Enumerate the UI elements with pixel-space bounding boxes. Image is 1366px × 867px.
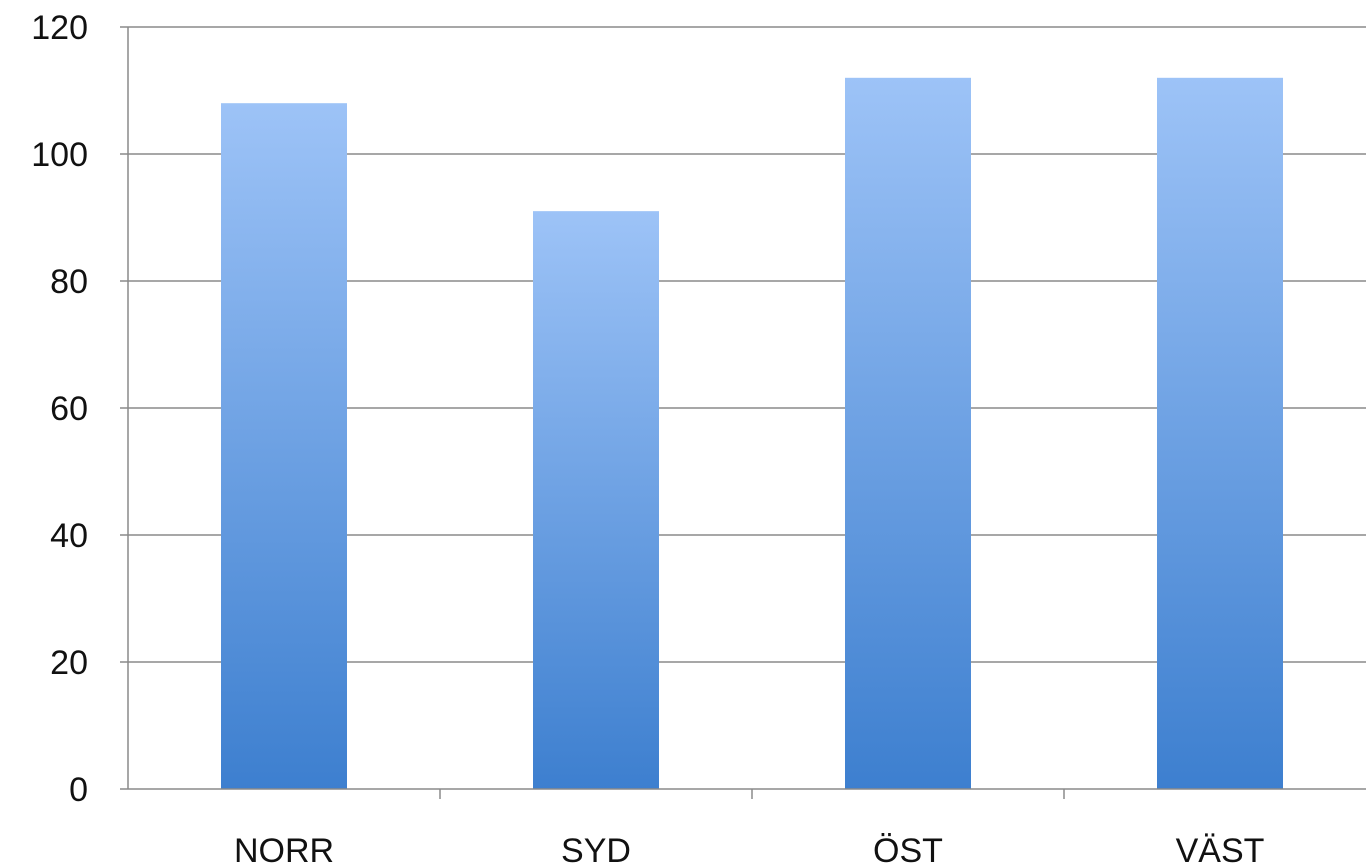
x-category-label: ÖST [873,832,943,867]
x-category-label: NORR [234,832,334,867]
bars [221,77,1283,790]
x-category-label: VÄST [1176,832,1265,867]
y-tick-label: 20 [50,644,88,682]
axes [120,27,1366,799]
y-tick-label: 60 [50,390,88,428]
bar-öst [845,77,971,790]
y-tick-label: 100 [31,136,88,174]
y-tick-labels: 0 20 40 60 80 100 120 [31,9,88,809]
y-tick-label: 0 [69,771,88,809]
bar-norr [221,103,347,789]
y-tick-label: 40 [50,517,88,555]
bar-väst [1157,77,1283,790]
bar-syd [533,211,659,789]
y-tick-label: 80 [50,263,88,301]
y-tick-label: 120 [31,9,88,47]
x-category-labels: NORR SYD ÖST VÄST [234,832,1264,867]
x-category-label: SYD [561,832,631,867]
